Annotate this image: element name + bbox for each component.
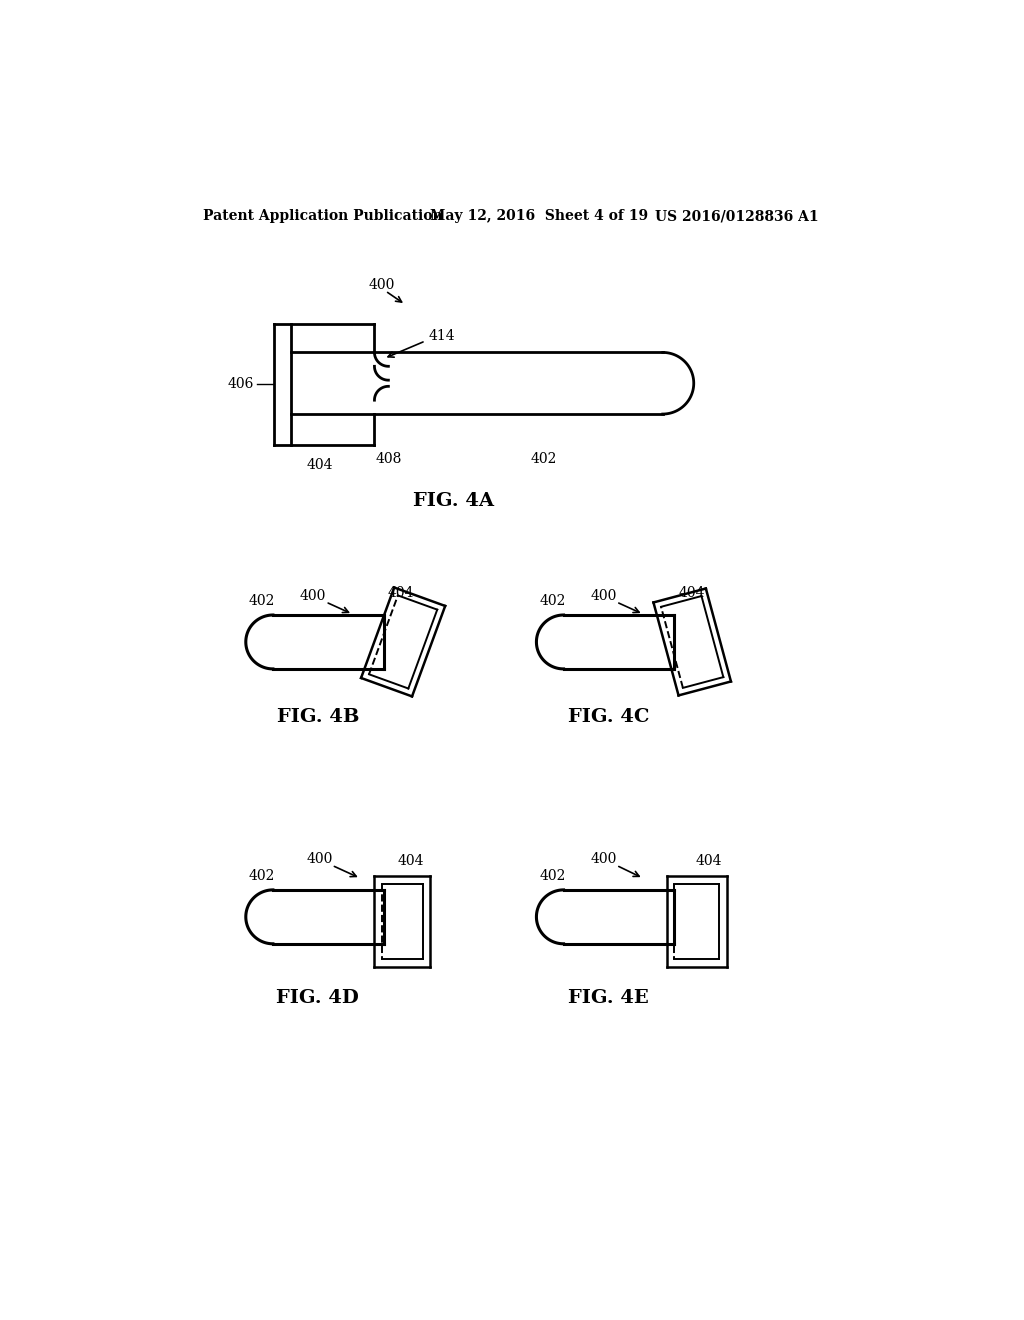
Text: 414: 414	[429, 329, 456, 342]
Text: 400: 400	[591, 853, 617, 866]
Text: FIG. 4A: FIG. 4A	[413, 492, 494, 510]
Text: 404: 404	[307, 458, 334, 471]
Text: US 2016/0128836 A1: US 2016/0128836 A1	[655, 209, 818, 223]
Text: 406: 406	[228, 378, 254, 391]
Text: 400: 400	[591, 589, 617, 603]
Text: FIG. 4D: FIG. 4D	[276, 989, 359, 1007]
Text: 408: 408	[376, 451, 402, 466]
Text: FIG. 4E: FIG. 4E	[568, 989, 649, 1007]
Text: May 12, 2016  Sheet 4 of 19: May 12, 2016 Sheet 4 of 19	[430, 209, 648, 223]
Text: FIG. 4C: FIG. 4C	[567, 708, 649, 726]
Text: FIG. 4B: FIG. 4B	[276, 708, 359, 726]
Text: 400: 400	[369, 279, 394, 293]
Text: 402: 402	[249, 869, 275, 883]
Text: 402: 402	[540, 869, 566, 883]
Text: 404: 404	[397, 854, 424, 867]
Text: 402: 402	[531, 451, 557, 466]
Text: Patent Application Publication: Patent Application Publication	[203, 209, 442, 223]
Text: 400: 400	[299, 589, 326, 603]
Text: 404: 404	[679, 586, 706, 601]
Text: 400: 400	[307, 853, 334, 866]
Text: 404: 404	[387, 586, 414, 601]
Text: 402: 402	[249, 594, 275, 609]
Text: 402: 402	[540, 594, 566, 609]
Text: 404: 404	[696, 854, 723, 867]
